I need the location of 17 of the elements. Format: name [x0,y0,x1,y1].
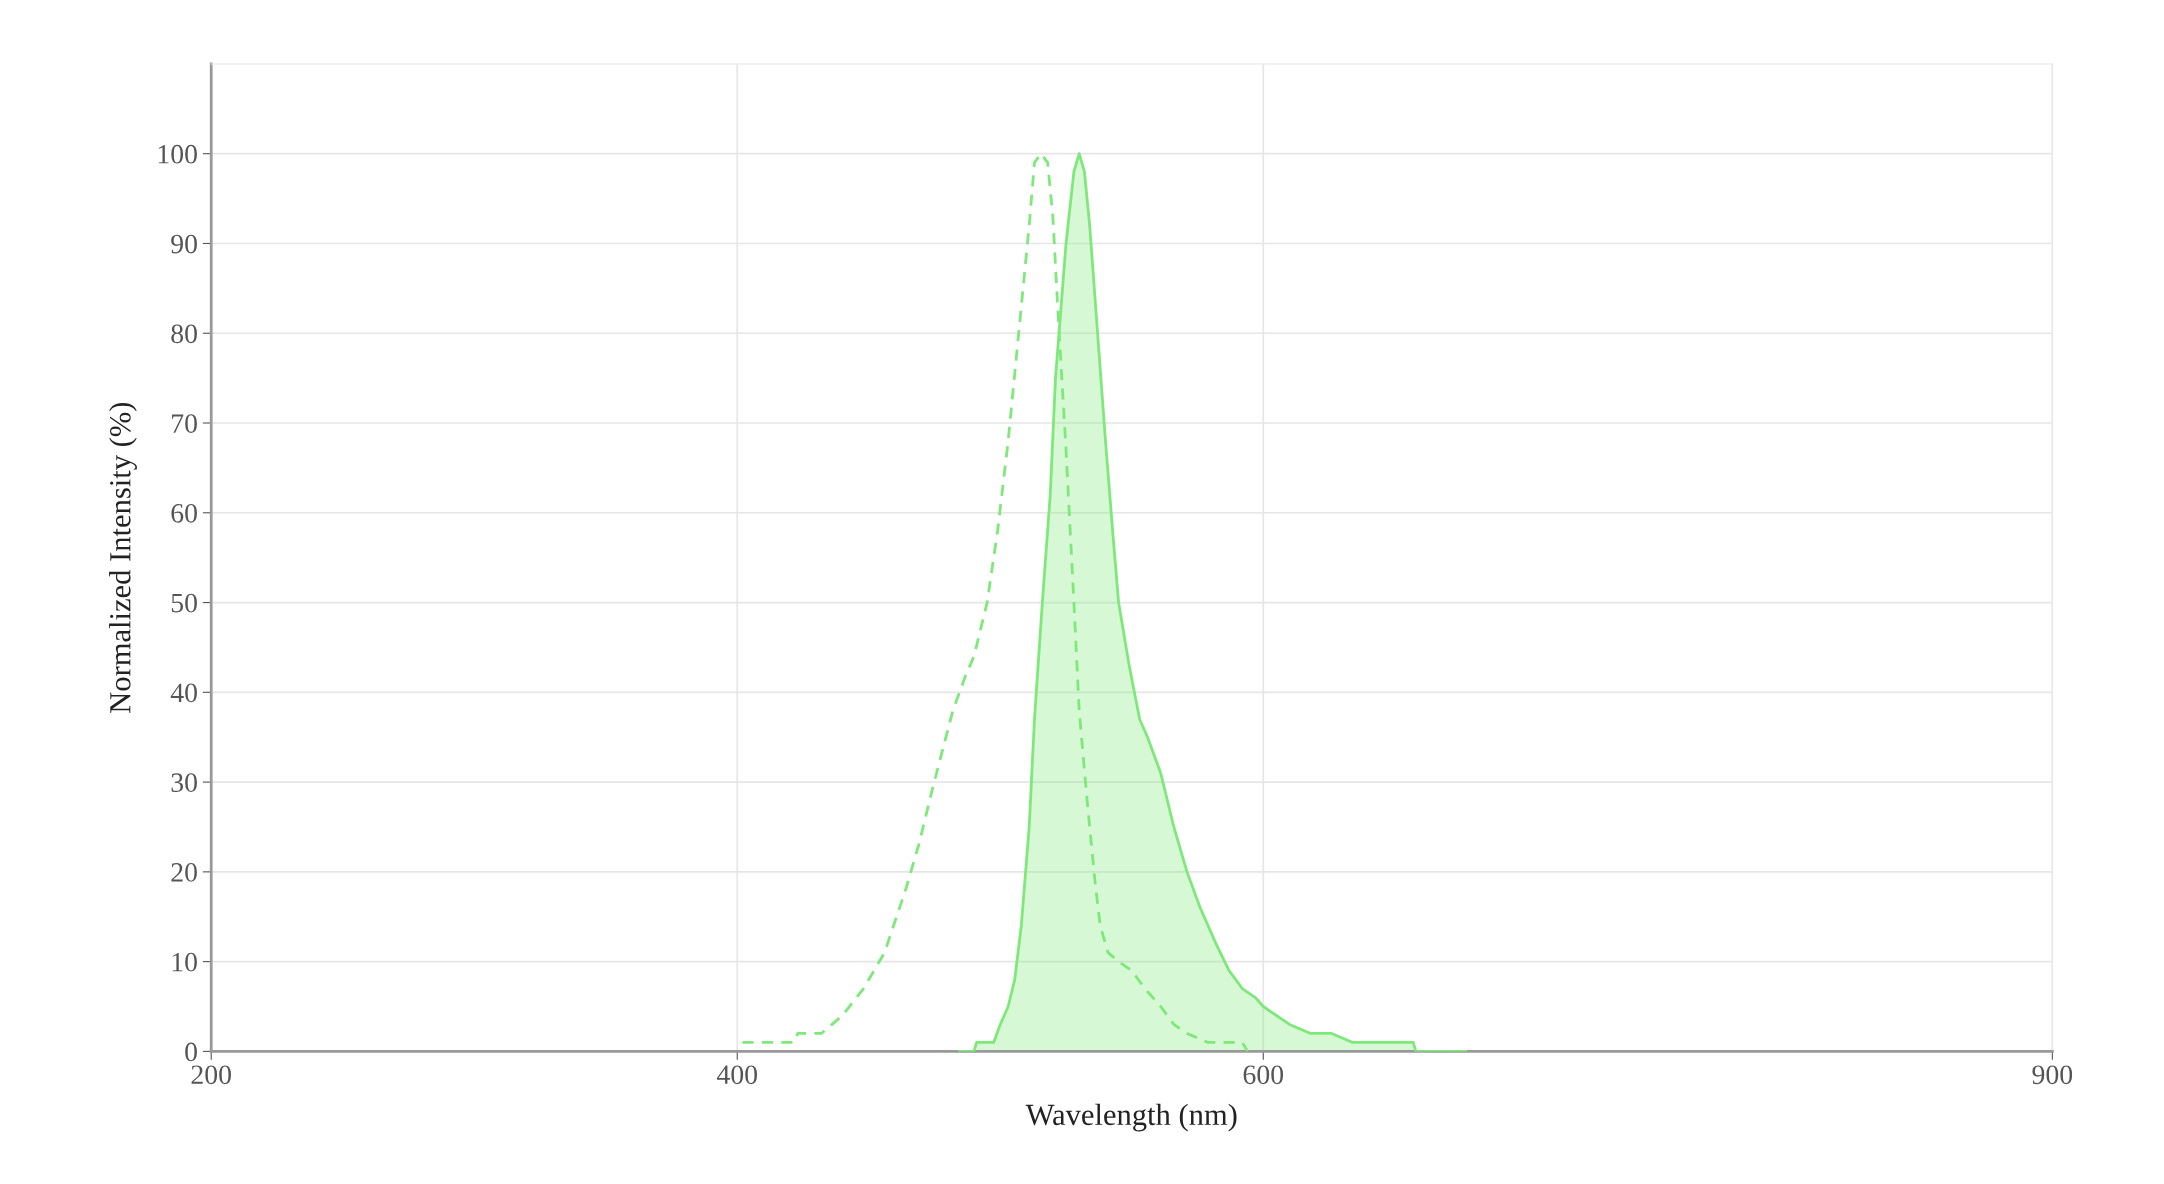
y-tick-label: 60 [171,503,197,523]
x-tick-label: 200 [191,1065,231,1085]
y-tick-label: 0 [185,1042,197,1062]
y-tick-label: 100 [158,144,197,164]
y-tick-label: 80 [171,324,197,344]
x-axis-title: Wavelength (nm) [1025,1103,1237,1132]
y-tick-label: 20 [171,863,197,882]
y-tick-label: 40 [170,683,197,703]
x-tick-label: 400 [716,1065,758,1085]
x-tick-label: 900 [2032,1065,2073,1085]
y-tick-label: 90 [171,234,197,254]
y-tick-label: 50 [171,593,197,613]
y-tick-label: 70 [172,414,197,433]
y-tick-label: 30 [171,773,197,792]
y-tick-label: 10 [172,952,197,972]
y-axis-title: Normalized Intensity (%) [109,402,137,713]
x-tick-label: 600 [1243,1065,1284,1085]
